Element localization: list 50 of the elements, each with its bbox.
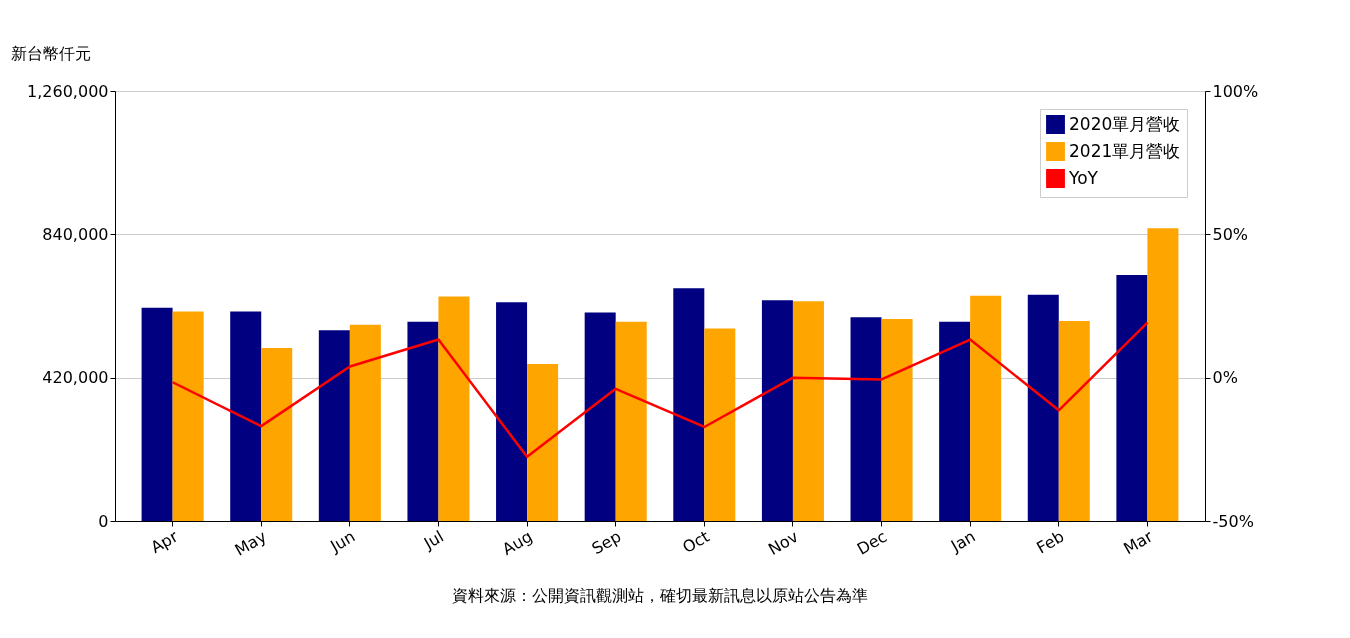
x-tick-label: Feb [1033, 526, 1068, 558]
y2-tick-label: 50% [1212, 224, 1249, 244]
bar [970, 295, 1002, 521]
bar [761, 300, 793, 521]
x-tick-label: Oct [679, 526, 713, 558]
source-note: 資料來源：公開資訊觀測站，確切最新訊息以原站公告為準 [452, 586, 868, 606]
bar [527, 364, 559, 521]
bar [850, 317, 882, 521]
bar [1147, 228, 1179, 521]
bar [496, 302, 528, 521]
x-tick-label: Dec [853, 526, 891, 559]
x-tick-label: Sep [588, 526, 625, 559]
legend-label: YoY [1068, 167, 1099, 188]
bar [349, 324, 381, 521]
bar [673, 288, 705, 521]
y2-tick-label: 100% [1212, 81, 1259, 101]
x-tick-label: Nov [764, 526, 802, 559]
y-tick-label: 420,000 [42, 368, 109, 388]
x-tick-label: Apr [147, 526, 182, 558]
y-tick-label: 1,260,000 [27, 81, 109, 101]
y-tick-label: 0 [98, 511, 109, 531]
legend-label: 2020單月營收 [1069, 113, 1181, 134]
y2-tick-label: -50% [1212, 511, 1254, 531]
x-tick-label: Mar [1120, 526, 1157, 559]
bar [881, 318, 913, 521]
bar [1058, 321, 1090, 521]
bar [584, 312, 616, 521]
y-axis-title: 新台幣仟元 [10, 43, 91, 63]
legend-label: 2021單月營收 [1069, 140, 1181, 161]
bar [438, 296, 470, 521]
bar [1027, 294, 1059, 521]
line-series [171, 321, 1149, 459]
bar [615, 321, 647, 521]
bar [172, 311, 204, 521]
bar [939, 321, 971, 521]
y2-tick-label: 0% [1212, 368, 1238, 388]
bar [141, 307, 173, 521]
bar [1116, 274, 1148, 521]
bar [230, 311, 262, 521]
bar [407, 321, 439, 521]
bar [792, 301, 824, 521]
x-tick-label: Aug [499, 526, 536, 559]
bar [318, 330, 350, 521]
x-tick-label: Jul [419, 526, 447, 554]
x-tick-label: Jan [946, 526, 979, 557]
y-tick-label: 840,000 [42, 224, 109, 244]
x-tick-label: May [231, 526, 270, 560]
bar [704, 328, 736, 521]
x-tick-label: Jun [326, 526, 359, 557]
bar [261, 347, 293, 521]
